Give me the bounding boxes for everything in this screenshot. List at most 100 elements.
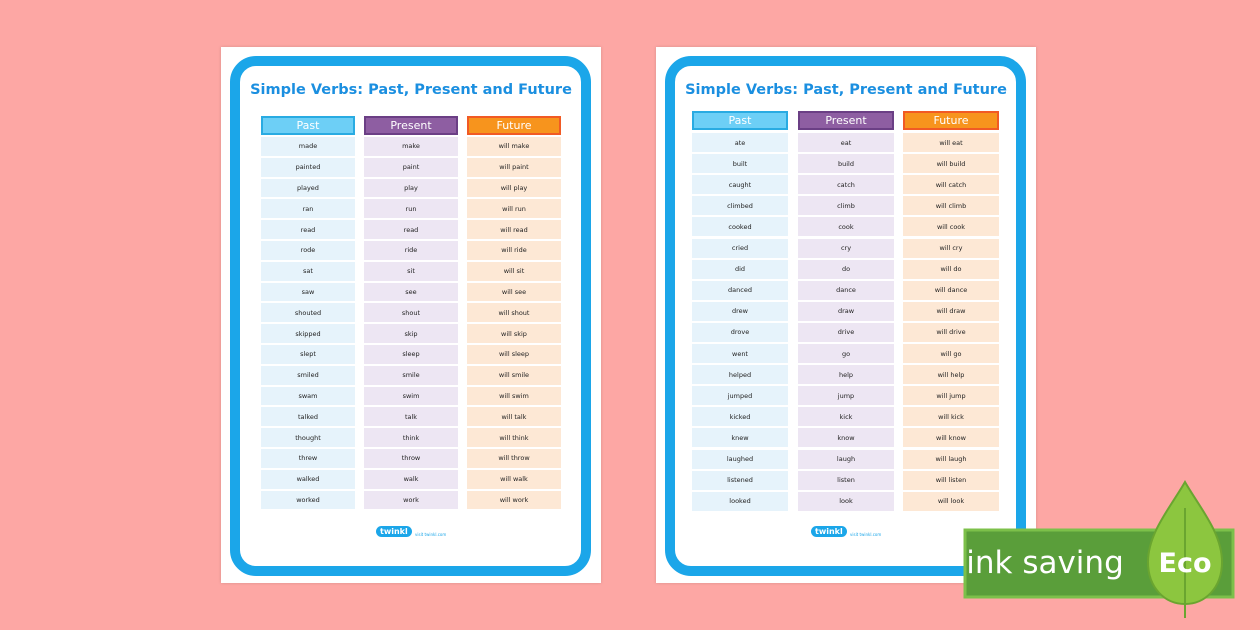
verb-cell: sit xyxy=(364,261,458,281)
verb-cell: listened xyxy=(692,470,788,490)
verb-cell: talked xyxy=(261,407,355,427)
column-header: Present xyxy=(798,111,894,130)
verb-cell: cooked xyxy=(692,217,788,237)
page-frame xyxy=(665,56,1026,576)
verb-cell: play xyxy=(364,178,458,198)
verb-cell: catch xyxy=(798,175,894,195)
verb-cell: will know xyxy=(903,428,999,448)
verb-cell: helped xyxy=(692,365,788,385)
verb-cell: will see xyxy=(467,282,561,302)
verb-cell: will climb xyxy=(903,196,999,216)
verb-cell: will dance xyxy=(903,280,999,300)
verb-cell: build xyxy=(798,154,894,174)
verb-cell: will sleep xyxy=(467,345,561,364)
verb-cell: skipped xyxy=(261,324,355,343)
verb-cell: worked xyxy=(261,490,355,510)
verb-cell: will go xyxy=(903,344,999,364)
verb-cell: will throw xyxy=(467,449,561,468)
page: Simple Verbs: Past, Present and Future Pa… xyxy=(221,47,601,583)
verb-cell: ate xyxy=(692,133,788,153)
verb-cell: did xyxy=(692,259,788,279)
verb-cell: will skip xyxy=(467,324,561,343)
verb-cell: go xyxy=(798,344,894,364)
verb-cell: will do xyxy=(903,259,999,279)
verb-cell: rode xyxy=(261,241,355,260)
verb-cell: will jump xyxy=(903,386,999,406)
verb-cell: smiled xyxy=(261,365,355,385)
verb-cell: will walk xyxy=(467,469,561,489)
verb-cell: skip xyxy=(364,324,458,343)
verb-cell: kicked xyxy=(692,407,788,427)
verb-cell: will catch xyxy=(903,175,999,195)
verb-cell: drew xyxy=(692,301,788,321)
title: Simple Verbs: Past, Present and Future xyxy=(685,82,1007,98)
badge-border xyxy=(963,528,1235,599)
column-header: Future xyxy=(903,111,999,130)
verb-cell: cook xyxy=(798,217,894,237)
verb-cell: will make xyxy=(467,137,561,156)
verb-cell: do xyxy=(798,259,894,279)
verb-cell: made xyxy=(261,137,355,156)
verb-cell: kick xyxy=(798,407,894,427)
verb-cell: ran xyxy=(261,199,355,219)
verb-cell: see xyxy=(364,282,458,302)
verb-cell: built xyxy=(692,154,788,174)
verb-cell: throw xyxy=(364,449,458,468)
verb-cell: will play xyxy=(467,178,561,198)
verb-cell: shout xyxy=(364,303,458,323)
verb-cell: danced xyxy=(692,280,788,300)
verb-cell: climbed xyxy=(692,196,788,216)
verb-cell: caught xyxy=(692,175,788,195)
verb-cell: work xyxy=(364,490,458,510)
verb-cell: read xyxy=(364,220,458,239)
verb-cell: will smile xyxy=(467,365,561,385)
verb-cell: will sit xyxy=(467,261,561,281)
verb-cell: eat xyxy=(798,133,894,153)
verb-cell: jumped xyxy=(692,386,788,406)
logo: twinkl xyxy=(811,526,847,537)
verb-cell: will build xyxy=(903,154,999,174)
verb-cell: threw xyxy=(261,449,355,468)
verb-cell: will eat xyxy=(903,133,999,153)
verb-cell: will ride xyxy=(467,241,561,260)
verb-cell: will help xyxy=(903,365,999,385)
page-frame xyxy=(230,56,591,576)
verb-cell: will drive xyxy=(903,322,999,342)
badge-label: Eco xyxy=(1159,548,1212,579)
verb-cell: ride xyxy=(364,241,458,260)
verb-cell: will shout xyxy=(467,303,561,323)
verb-cell: look xyxy=(798,491,894,511)
verb-cell: will cry xyxy=(903,238,999,258)
verb-cell: read xyxy=(261,220,355,239)
column-header: Past xyxy=(692,111,788,130)
site-url: visit twinkl.com xyxy=(415,532,447,537)
verb-cell: will cook xyxy=(903,217,999,237)
verb-cell: will laugh xyxy=(903,449,999,469)
badge-text: ink saving xyxy=(966,545,1124,581)
verb-cell: talk xyxy=(364,407,458,427)
verb-cell: laugh xyxy=(798,449,894,469)
verb-cell: cry xyxy=(798,238,894,258)
verb-cell: will think xyxy=(467,428,561,447)
verb-cell: run xyxy=(364,199,458,219)
verb-cell: went xyxy=(692,344,788,364)
verb-cell: will paint xyxy=(467,157,561,177)
page: Simple Verbs: Past, Present and Future Pa… xyxy=(656,47,1036,583)
verb-cell: know xyxy=(798,428,894,448)
verb-cell: saw xyxy=(261,282,355,302)
eco-badge: ink saving Eco xyxy=(963,479,1235,618)
verb-cell: will kick xyxy=(903,407,999,427)
verb-cell: thought xyxy=(261,428,355,447)
verb-cell: walked xyxy=(261,469,355,489)
verb-cell: will draw xyxy=(903,301,999,321)
verb-cell: climb xyxy=(798,196,894,216)
column-header: Future xyxy=(467,116,561,135)
verb-cell: will listen xyxy=(903,470,999,490)
verb-cell: drove xyxy=(692,322,788,342)
verb-cell: help xyxy=(798,365,894,385)
verb-cell: will look xyxy=(903,491,999,511)
verb-cell: think xyxy=(364,428,458,447)
verb-cell: dance xyxy=(798,280,894,300)
verb-cell: drive xyxy=(798,322,894,342)
